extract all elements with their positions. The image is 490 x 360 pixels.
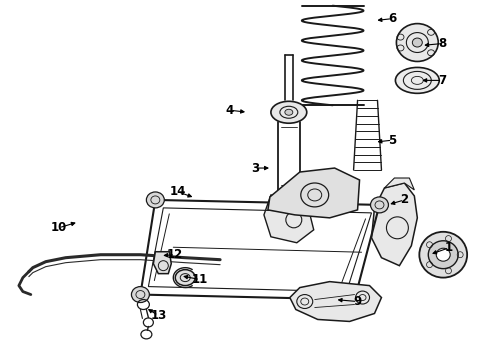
Text: 6: 6 <box>388 12 396 25</box>
Text: 14: 14 <box>170 185 187 198</box>
Text: 11: 11 <box>192 273 208 286</box>
Ellipse shape <box>285 109 293 115</box>
Ellipse shape <box>419 232 467 278</box>
Ellipse shape <box>413 38 422 47</box>
Polygon shape <box>371 183 417 266</box>
Ellipse shape <box>370 197 389 213</box>
Text: 10: 10 <box>50 221 67 234</box>
Text: 2: 2 <box>400 193 409 206</box>
Text: 3: 3 <box>251 162 259 175</box>
Ellipse shape <box>436 248 450 261</box>
Text: 8: 8 <box>438 37 446 50</box>
Text: 9: 9 <box>353 295 362 308</box>
Polygon shape <box>385 178 415 190</box>
Text: 1: 1 <box>445 241 453 254</box>
Polygon shape <box>153 252 172 274</box>
Polygon shape <box>264 195 314 243</box>
Text: 12: 12 <box>167 248 183 261</box>
Ellipse shape <box>271 101 307 123</box>
Text: 5: 5 <box>388 134 396 147</box>
Text: 7: 7 <box>438 74 446 87</box>
Polygon shape <box>290 282 382 321</box>
Ellipse shape <box>428 241 458 269</box>
Ellipse shape <box>175 270 195 285</box>
Ellipse shape <box>396 24 438 62</box>
Ellipse shape <box>131 287 149 302</box>
Text: 4: 4 <box>226 104 234 117</box>
Ellipse shape <box>345 292 364 307</box>
Polygon shape <box>268 168 360 218</box>
Text: 13: 13 <box>150 309 167 322</box>
Ellipse shape <box>147 192 164 208</box>
Ellipse shape <box>395 67 439 93</box>
